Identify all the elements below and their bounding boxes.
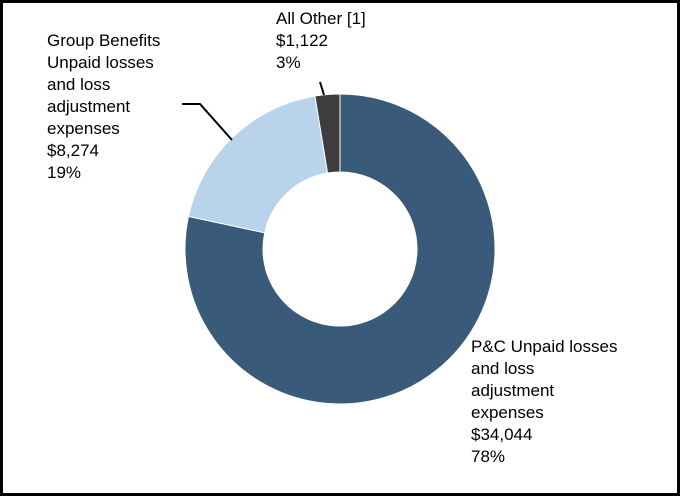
label-pc-unpaid-losses: P&C Unpaid losses and loss adjustment ex… xyxy=(471,336,617,468)
label-line: and loss xyxy=(47,75,111,94)
label-value: $1,122 xyxy=(276,31,328,50)
leader-line-group-benefits xyxy=(182,103,233,141)
label-percent: 78% xyxy=(471,447,506,466)
label-percent: 19% xyxy=(47,163,82,182)
label-line: adjustment xyxy=(471,381,555,400)
slice-group-benefits-unpaid-losses xyxy=(187,95,329,234)
label-line: adjustment xyxy=(47,97,131,116)
label-all-other: All Other [1] $1,122 3% xyxy=(276,8,366,74)
label-line: expenses xyxy=(47,119,120,138)
label-value: $8,274 xyxy=(47,141,99,160)
label-value: $34,044 xyxy=(471,425,533,444)
leader-line-all-other xyxy=(319,81,325,96)
label-line: Unpaid losses xyxy=(47,53,154,72)
slice-pc-unpaid-losses xyxy=(184,93,496,405)
label-line: P&C Unpaid losses xyxy=(471,337,618,356)
label-line: Group Benefits xyxy=(47,31,161,50)
label-percent: 3% xyxy=(276,53,301,72)
label-line: All Other [1] xyxy=(276,9,366,28)
label-group-benefits-unpaid-losses: Group Benefits Unpaid losses and loss ad… xyxy=(47,30,160,184)
label-line: expenses xyxy=(471,403,544,422)
label-line: and loss xyxy=(471,359,535,378)
